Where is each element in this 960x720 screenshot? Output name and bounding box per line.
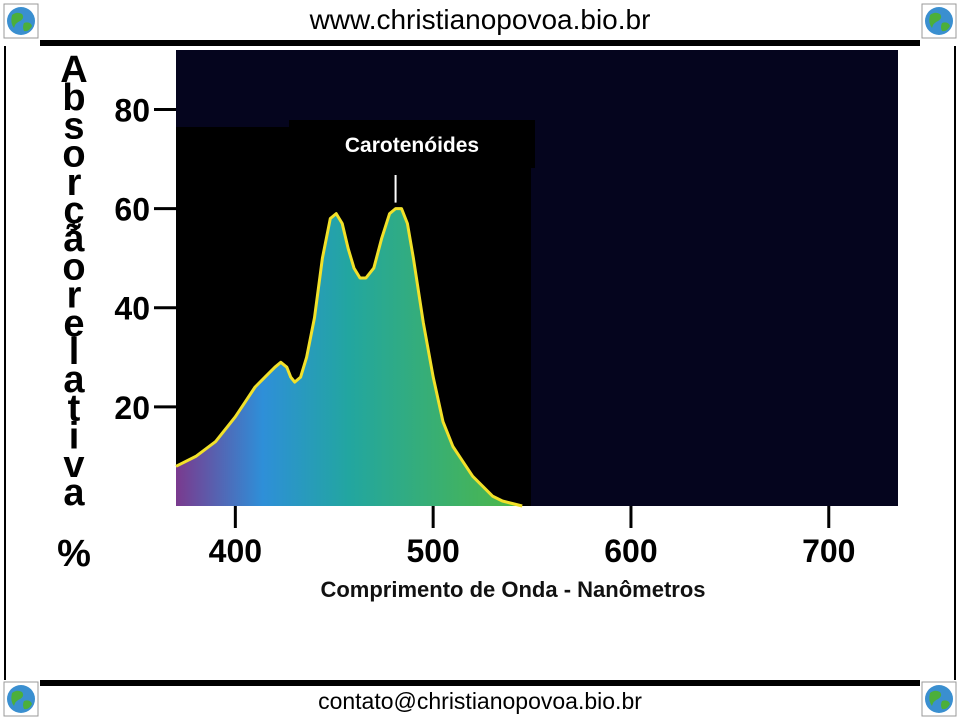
- carotenoid-absorption-area: [176, 208, 523, 506]
- x-tick-label: 400: [209, 533, 262, 569]
- carotenoid-absorption-line: [175, 207, 523, 508]
- y-tick-label: 20: [114, 390, 150, 426]
- globe-icon: [3, 681, 39, 717]
- contact-email[interactable]: contato@christianopovoa.bio.br: [318, 688, 642, 714]
- x-tick-label: 700: [802, 533, 855, 569]
- globe-icon: [921, 3, 957, 39]
- footer-divider: [40, 680, 920, 686]
- annotation-box: [289, 120, 535, 168]
- x-axis-title: Comprimento de Onda - Nanômetros: [320, 577, 705, 602]
- y-axis-unit: %: [57, 533, 91, 575]
- left-border: [4, 46, 6, 680]
- globe-icon: [921, 681, 957, 717]
- header-divider: [40, 40, 920, 46]
- x-tick-label: 600: [604, 533, 657, 569]
- website-header[interactable]: www.christianopovoa.bio.br: [309, 4, 651, 35]
- globe-icon: [3, 3, 39, 39]
- x-tick-label: 500: [406, 533, 459, 569]
- right-border: [954, 46, 956, 680]
- y-tick-label: 80: [114, 92, 150, 128]
- y-tick-label: 60: [114, 192, 150, 228]
- annotation-label: Carotenóides: [345, 134, 479, 157]
- y-tick-label: 40: [114, 291, 150, 327]
